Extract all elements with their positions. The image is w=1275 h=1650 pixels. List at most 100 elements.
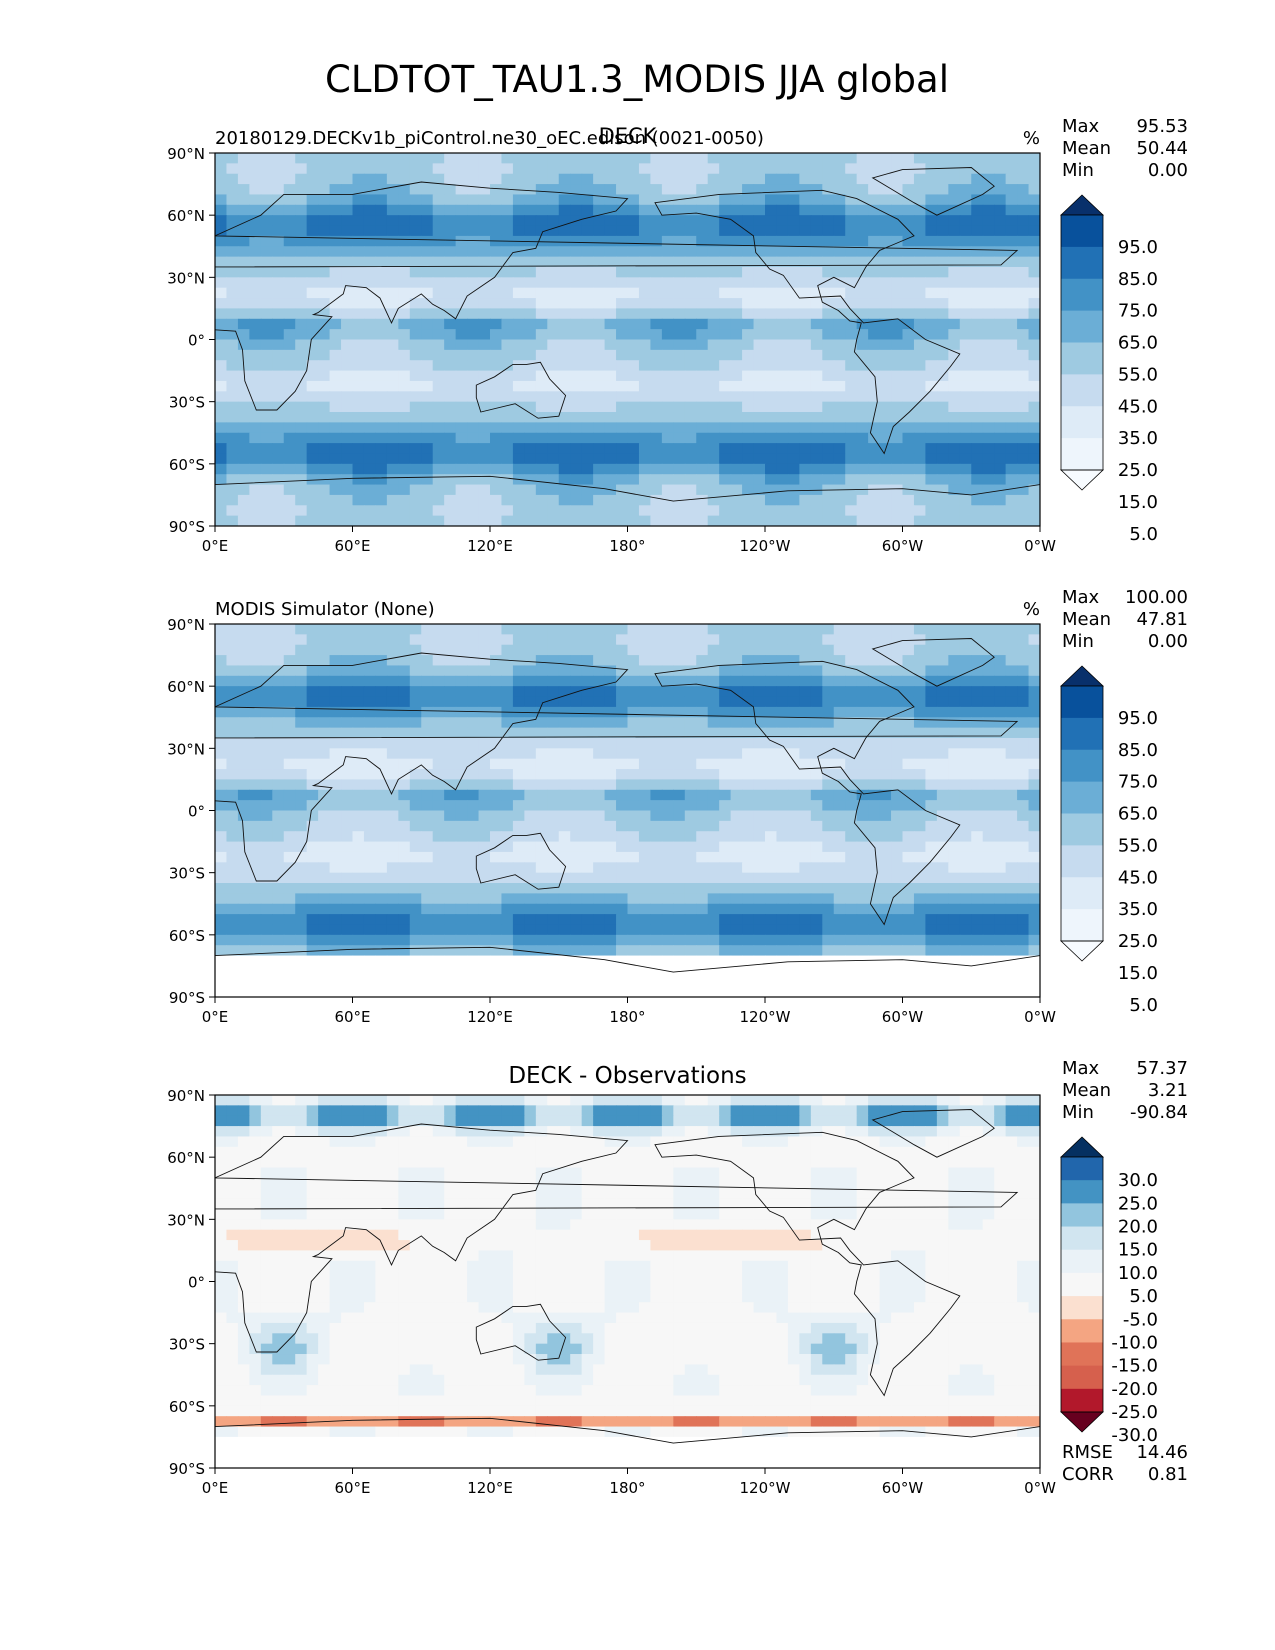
field-cell — [432, 153, 445, 164]
field-cell — [318, 903, 331, 915]
field-cell — [936, 453, 949, 465]
field-cell — [707, 934, 720, 946]
field-cell — [650, 329, 663, 341]
field-cell — [982, 779, 995, 791]
field-cell — [524, 924, 537, 936]
field-cell — [318, 235, 331, 247]
field-cell — [891, 841, 904, 853]
field-cell — [535, 800, 548, 812]
field-cell — [444, 339, 457, 351]
field-cell — [558, 308, 571, 320]
field-cell — [1017, 945, 1030, 957]
field-cell — [604, 644, 617, 656]
field-cell — [237, 924, 250, 936]
field-cell — [260, 748, 273, 760]
field-cell — [363, 851, 377, 863]
field-cell — [467, 872, 480, 884]
field-cell — [512, 266, 525, 278]
field-cell — [547, 769, 560, 781]
field-cell — [913, 391, 927, 403]
field-cell — [215, 215, 228, 227]
field-cell — [329, 624, 342, 635]
field-cell — [375, 235, 388, 247]
field-cell — [535, 505, 548, 517]
field-cell — [1017, 463, 1030, 475]
field-cell — [707, 329, 720, 341]
field-cell — [501, 225, 514, 237]
field-cell — [891, 204, 904, 216]
field-cell — [742, 349, 755, 361]
field-cell — [352, 696, 365, 708]
field-cell — [1028, 235, 1040, 247]
field-cell — [696, 163, 709, 175]
field-cell — [810, 194, 823, 206]
field-cell — [215, 851, 228, 863]
field-cell — [512, 955, 525, 967]
field-cell — [638, 779, 652, 791]
field-cell — [272, 308, 285, 320]
field-cell — [490, 277, 503, 289]
field-cell — [982, 443, 995, 455]
field-cell — [822, 903, 835, 915]
field-cell — [833, 893, 846, 905]
field-cell — [341, 225, 354, 237]
field-cell — [856, 235, 869, 247]
field-cell — [787, 380, 800, 392]
field-cell — [868, 624, 881, 635]
field-cell — [535, 644, 548, 656]
field-cell — [638, 644, 652, 656]
field-cell — [982, 727, 995, 739]
field-cell — [742, 494, 755, 506]
field-cell — [673, 474, 686, 486]
field-cell — [570, 173, 583, 185]
field-cell — [444, 298, 457, 310]
field-cell — [249, 484, 262, 496]
field-cell — [879, 758, 892, 770]
field-cell — [226, 463, 239, 475]
field-cell — [398, 360, 411, 372]
field-cell — [512, 194, 525, 206]
field-cell — [432, 810, 445, 822]
field-cell — [833, 329, 846, 341]
field-cell — [341, 924, 354, 936]
field-cell — [306, 318, 319, 330]
field-cell — [787, 225, 800, 237]
field-cell — [627, 184, 640, 196]
field-cell — [593, 727, 606, 739]
field-cell — [283, 432, 296, 444]
field-cell — [661, 318, 674, 330]
field-cell — [753, 686, 766, 698]
field-cell — [684, 655, 697, 667]
field-cell — [341, 955, 354, 967]
field-cell — [535, 696, 548, 708]
field-cell — [604, 360, 617, 372]
field-cell — [593, 235, 606, 247]
field-cell — [547, 717, 560, 729]
field-cell — [822, 391, 835, 403]
field-cell — [593, 810, 606, 822]
field-cell — [363, 644, 377, 656]
field-cell — [570, 810, 583, 822]
field-cell — [616, 665, 629, 677]
field-cell — [638, 727, 652, 739]
field-cell — [398, 934, 411, 946]
field-cell — [295, 789, 308, 801]
field-cell — [959, 339, 972, 351]
field-cell — [226, 934, 239, 946]
field-cell — [948, 380, 961, 392]
field-cell — [742, 215, 755, 227]
field-cell — [799, 903, 812, 915]
field-cell — [856, 758, 869, 770]
field-cell — [306, 505, 319, 517]
field-cell — [237, 412, 250, 423]
field-cell — [558, 505, 571, 517]
field-cell — [386, 318, 399, 330]
field-cell — [306, 370, 319, 382]
field-cell — [891, 644, 904, 656]
field-cell — [971, 810, 984, 822]
field-cell — [661, 737, 674, 749]
field-cell — [570, 349, 583, 361]
field-cell — [386, 173, 399, 185]
field-cell — [616, 484, 629, 496]
field-cell — [260, 163, 273, 175]
